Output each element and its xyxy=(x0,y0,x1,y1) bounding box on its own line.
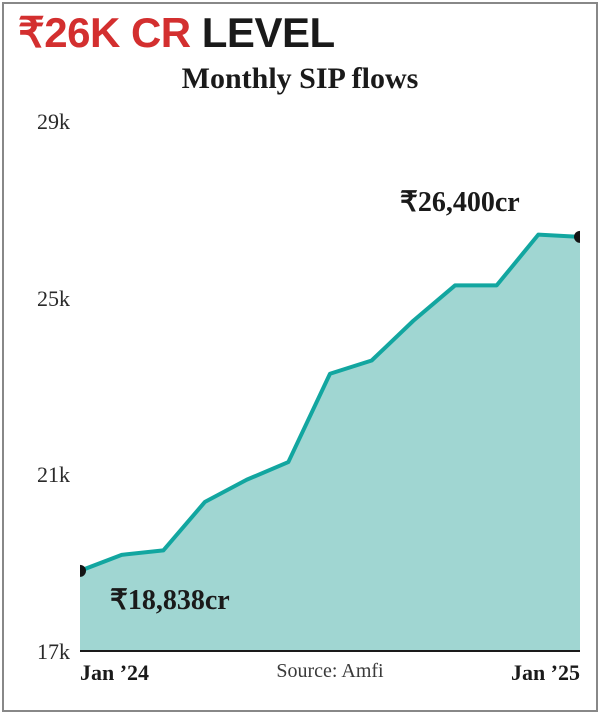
data-label-start: ₹18,838cr xyxy=(110,583,230,617)
y-axis-tick-label: 29k xyxy=(37,109,70,135)
data-label-end: ₹26,400cr xyxy=(400,185,520,219)
y-axis-tick-label: 17k xyxy=(37,639,70,665)
x-axis-end-label: Jan ’25 xyxy=(511,660,580,686)
headline-rest: LEVEL xyxy=(191,9,335,56)
page-headline: ₹26K CR LEVEL xyxy=(18,8,335,57)
y-axis-tick-label: 25k xyxy=(37,286,70,312)
x-axis-line xyxy=(80,650,580,652)
chart-title: Monthly SIP flows xyxy=(0,62,600,96)
headline-highlight: ₹26K CR xyxy=(18,9,191,56)
y-axis-tick-label: 21k xyxy=(37,462,70,488)
chart-source: Source: Amfi xyxy=(80,660,580,683)
